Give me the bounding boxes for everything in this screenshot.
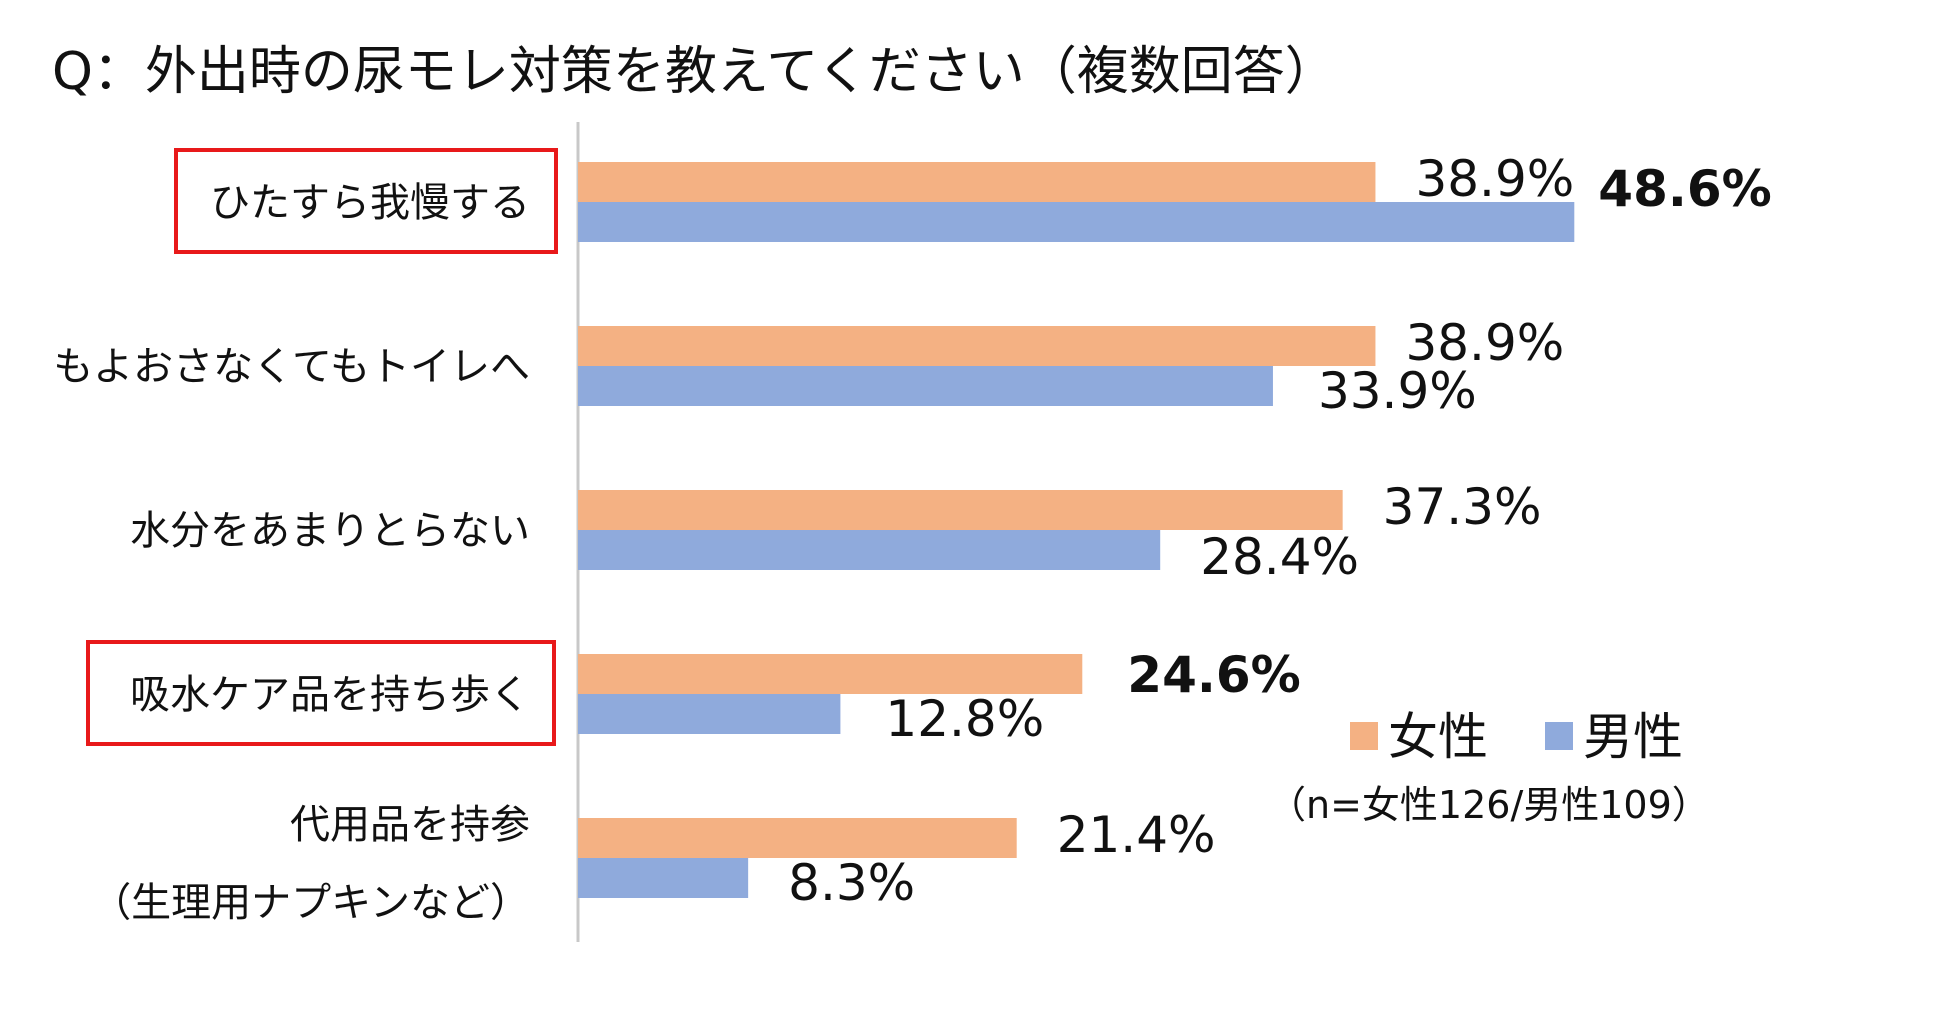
value-label-female-2: 37.3% <box>1383 478 1542 536</box>
bar-female-1 <box>578 326 1376 366</box>
bar-male-4 <box>578 858 749 898</box>
value-label-male-1: 33.9% <box>1318 362 1477 420</box>
bar-female-0 <box>578 162 1376 202</box>
legend: 女性 男性 <box>1350 708 1683 766</box>
bars-layer <box>578 162 1575 898</box>
chart-title: Q：外出時の尿モレ対策を教えてください（複数回答） <box>52 42 1337 102</box>
legend-label-female: 女性 <box>1388 708 1488 766</box>
category-label-3: 吸水ケア品を持ち歩く <box>130 672 530 718</box>
category-label-4-line-1: （生理用ナプキンなど） <box>91 880 530 926</box>
highlight-box-3 <box>86 640 556 746</box>
bar-female-2 <box>578 490 1343 530</box>
value-label-male-4: 8.3% <box>788 854 915 912</box>
value-label-female-4: 21.4% <box>1057 806 1216 864</box>
value-labels: 38.9% 48.6%38.9%33.9%37.3%28.4%24.6%12.8%… <box>788 150 1772 912</box>
value-label-female-1: 38.9% <box>1405 314 1564 372</box>
category-label-1: もよおさなくてもトイレへ <box>53 344 530 390</box>
bar-male-3 <box>578 694 841 734</box>
value-label-male-0: 48.6% <box>1598 160 1771 218</box>
legend-label-male: 男性 <box>1583 708 1683 766</box>
bar-male-2 <box>578 530 1161 570</box>
category-label-2: 水分をあまりとらない <box>130 508 530 554</box>
value-label-male-3: 12.8% <box>885 690 1044 748</box>
category-label-0: ひたすら我慢する <box>210 180 530 226</box>
highlight-box-0 <box>174 148 558 254</box>
category-label-4-line-0: 代用品を持参 <box>290 802 530 848</box>
value-label-male-2: 28.4% <box>1200 528 1359 586</box>
bar-male-0 <box>578 202 1575 242</box>
value-label-female-0: 38.9% <box>1415 150 1574 208</box>
bar-female-3 <box>578 654 1083 694</box>
bar-male-1 <box>578 366 1273 406</box>
legend-swatch-female <box>1350 722 1378 750</box>
legend-swatch-male <box>1545 722 1573 750</box>
category-labels: ひたすら我慢するもよおさなくてもトイレへ水分をあまりとらない吸水ケア品を持ち歩く… <box>53 148 558 926</box>
value-label-female-3: 24.6% <box>1127 646 1300 704</box>
bar-female-4 <box>578 818 1017 858</box>
sample-size-note: （n=女性126/男性109） <box>1268 783 1710 827</box>
